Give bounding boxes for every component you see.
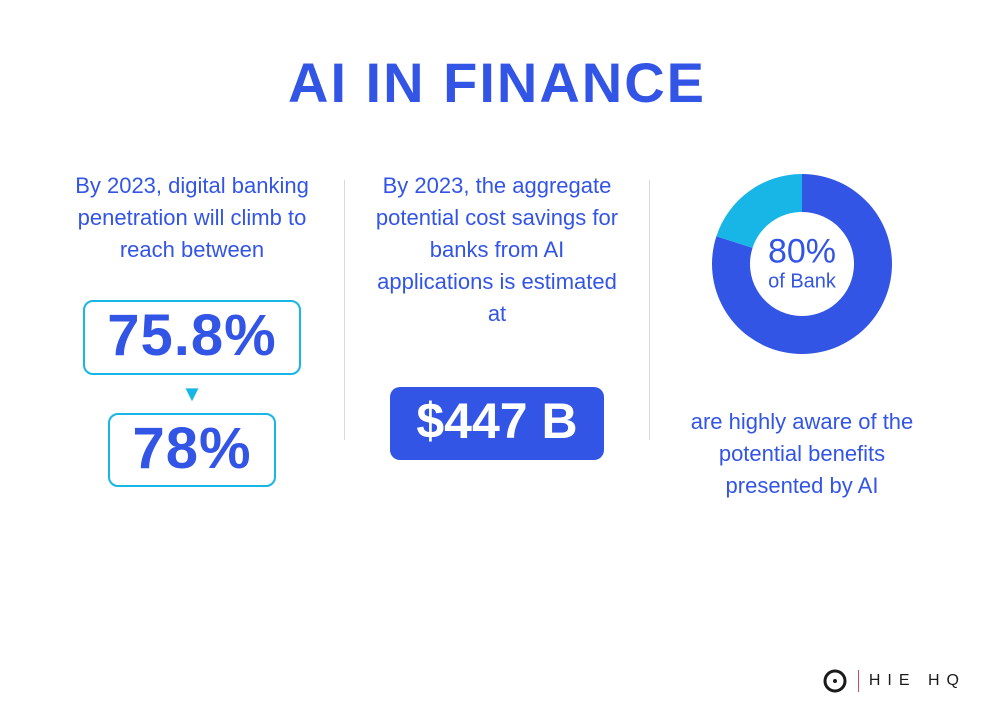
columns-row: By 2023, digital banking penetration wil… [40, 170, 954, 502]
col1-lead-text: By 2023, digital banking penetration wil… [70, 170, 314, 266]
brand-divider [858, 670, 859, 692]
page-title: AI IN FINANCE [40, 50, 954, 115]
col3-caption-text: are highly aware of the potential benefi… [680, 406, 924, 502]
stat-high-box: 78% [108, 413, 275, 488]
column-savings: By 2023, the aggregate potential cost sa… [345, 170, 649, 502]
stat-savings-pill: $447 B [390, 387, 603, 460]
column-penetration: By 2023, digital banking penetration wil… [40, 170, 344, 502]
donut-chart: 80% of Bank [702, 164, 902, 364]
arrow-down-icon: ▼ [181, 381, 203, 407]
donut-center: 80% of Bank [768, 235, 836, 294]
donut-sub-label: of Bank [768, 271, 836, 294]
brand-footer: HIE HQ [822, 668, 966, 694]
column-awareness: 80% of Bank are highly aware of the pote… [650, 170, 954, 502]
brand-logo-icon [822, 668, 848, 694]
stat-low-box: 75.8% [83, 300, 300, 375]
donut-value-label: 80% [768, 235, 836, 269]
infographic-page: AI IN FINANCE By 2023, digital banking p… [0, 0, 994, 720]
brand-text: HIE HQ [869, 672, 966, 690]
col2-lead-text: By 2023, the aggregate potential cost sa… [375, 170, 619, 329]
